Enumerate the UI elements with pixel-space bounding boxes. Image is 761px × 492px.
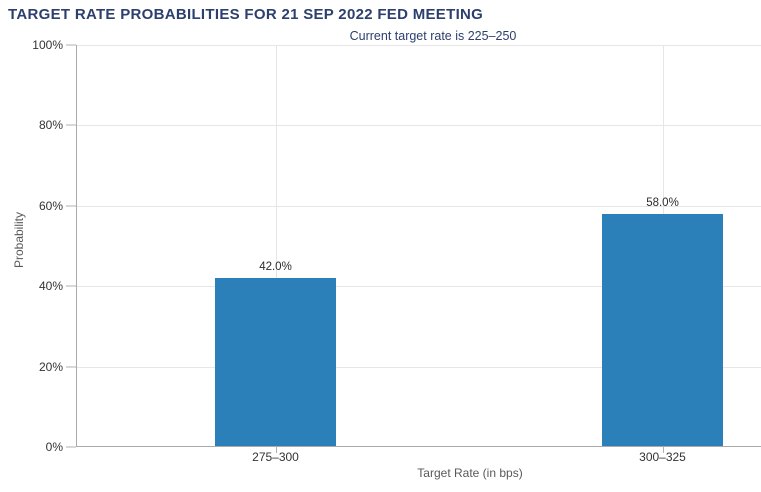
y-gridline bbox=[76, 286, 761, 288]
x-tick-label: 300–325 bbox=[639, 450, 686, 464]
y-gridline bbox=[76, 125, 761, 127]
y-tick-label: 60% bbox=[38, 198, 63, 213]
y-tick-mark bbox=[66, 124, 76, 126]
y-tick-label: 20% bbox=[38, 359, 63, 374]
x-tick-mark bbox=[662, 447, 664, 453]
y-tick-label: 100% bbox=[32, 38, 63, 52]
y-gridline bbox=[76, 45, 761, 46]
y-tick-mark bbox=[66, 44, 76, 46]
y-tick-mark bbox=[66, 285, 76, 287]
y-tick-label: 0% bbox=[45, 440, 63, 454]
y-axis-line bbox=[76, 45, 77, 447]
y-gridline bbox=[76, 366, 761, 368]
chart-title: TARGET RATE PROBABILITIES FOR 21 SEP 202… bbox=[8, 6, 484, 23]
y-tick-mark bbox=[66, 446, 76, 448]
plot-area bbox=[76, 45, 761, 447]
bar-value-label: 58.0% bbox=[646, 196, 679, 209]
category-gridline bbox=[275, 45, 277, 447]
bar-value-label: 42.0% bbox=[259, 261, 292, 274]
y-gridline bbox=[76, 205, 761, 207]
x-tick-label: 275–300 bbox=[252, 450, 299, 464]
y-tick-mark bbox=[66, 366, 76, 368]
x-axis-title: Target Rate (in bps) bbox=[417, 466, 523, 480]
y-axis-title: Probability bbox=[12, 211, 26, 269]
y-tick-label: 80% bbox=[38, 118, 63, 133]
bar-275-300[interactable] bbox=[215, 278, 336, 447]
chart-subtitle: Current target rate is 225–250 bbox=[349, 29, 517, 43]
bar-300-325[interactable] bbox=[602, 213, 723, 447]
x-axis-line bbox=[76, 446, 761, 447]
x-tick-mark bbox=[275, 447, 277, 453]
y-tick-label: 40% bbox=[38, 279, 63, 294]
y-tick-mark bbox=[66, 205, 76, 207]
